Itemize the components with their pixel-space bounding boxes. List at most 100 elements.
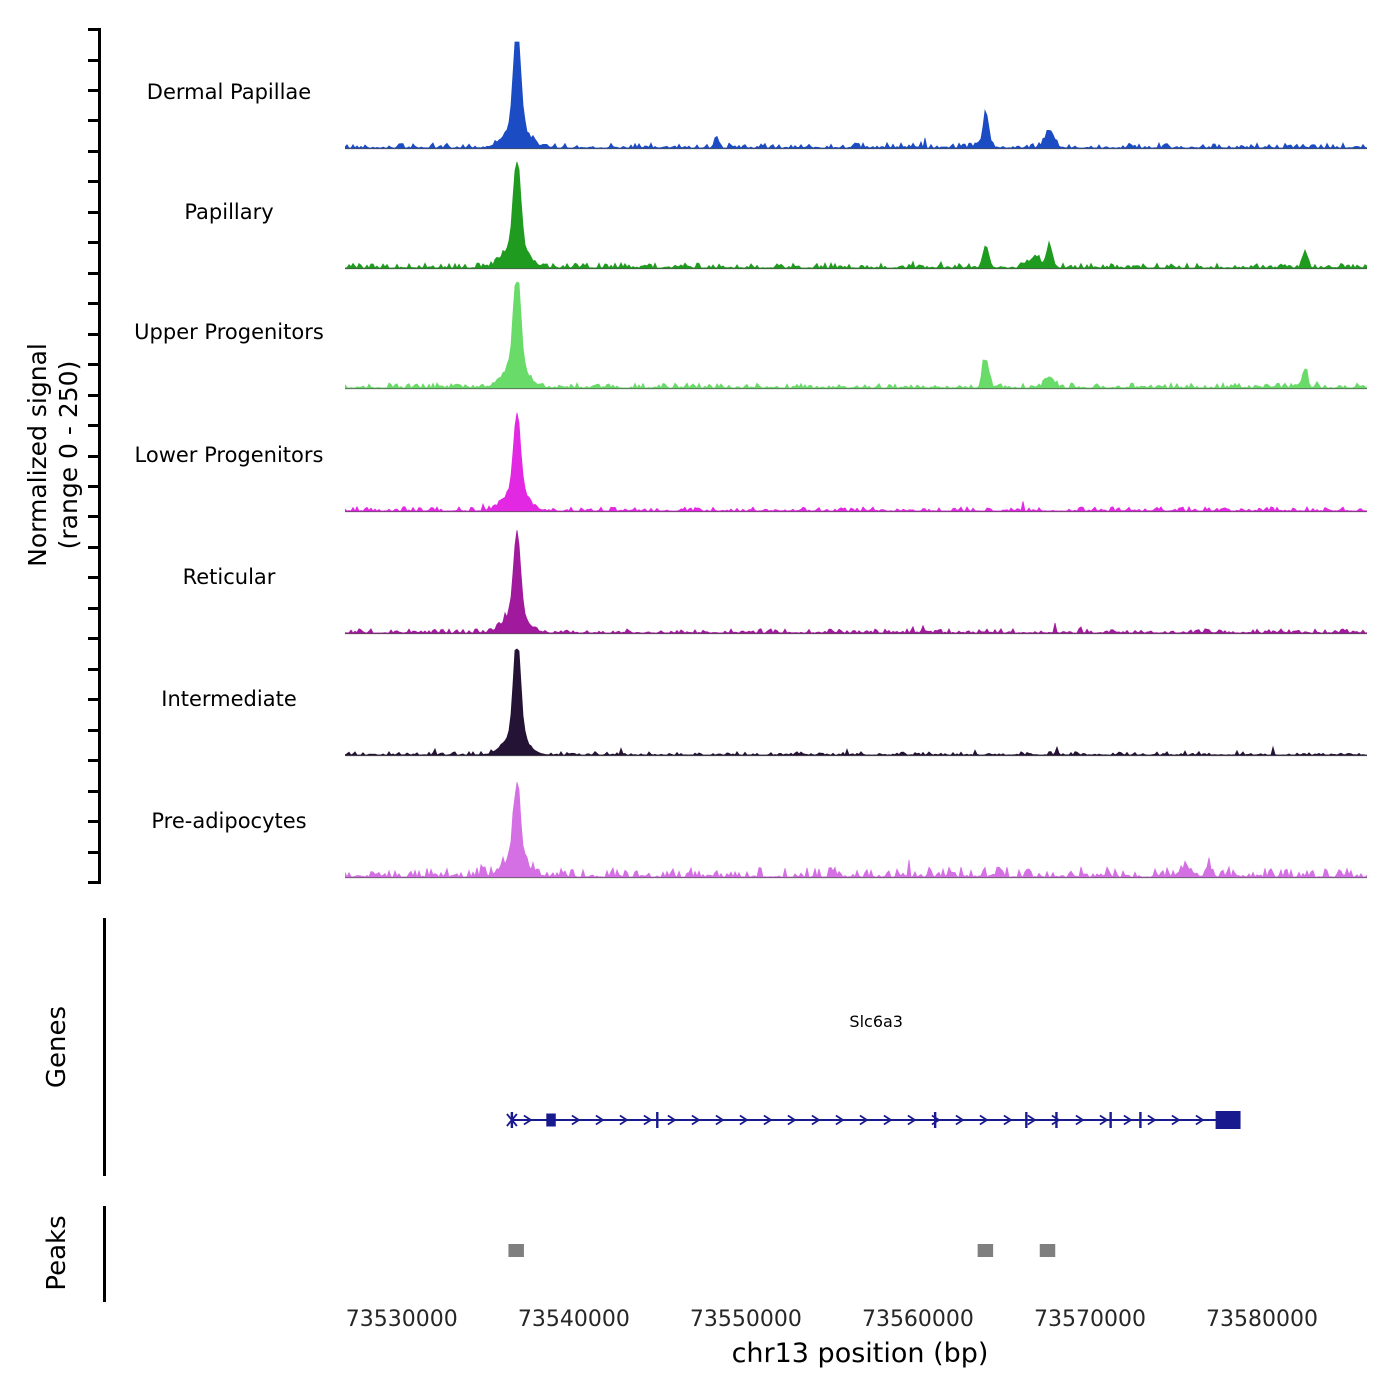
- y-axis-tick: [88, 545, 98, 549]
- track-label-intermediate: Intermediate: [161, 687, 297, 711]
- y-axis-tick: [88, 393, 98, 397]
- track-label-dermal-papillae: Dermal Papillae: [146, 80, 312, 104]
- y-axis-tick: [88, 637, 98, 641]
- called-peak: [977, 1244, 994, 1257]
- track-label-reticular: Reticular: [182, 565, 276, 589]
- signal-area: [345, 782, 1367, 879]
- peaks-axis-line: [103, 1206, 106, 1302]
- track-label-pre-adipocytes: Pre-adipocytes: [151, 809, 307, 833]
- y-axis-tick: [88, 424, 98, 427]
- y-axis-tick: [88, 119, 98, 123]
- signal-area: [345, 648, 1367, 756]
- y-axis-tick: [88, 454, 98, 458]
- y-axis-tick: [88, 271, 98, 275]
- x-tick-label: 73570000: [1033, 1307, 1146, 1332]
- genes-axis-line: [103, 918, 106, 1176]
- track-label-papillary: Papillary: [184, 200, 274, 224]
- strand-arrow-icon: [1075, 1114, 1085, 1126]
- strand-arrow-icon: [595, 1114, 605, 1126]
- y-axis-tick: [88, 515, 98, 519]
- strand-arrow-icon: [1123, 1114, 1133, 1126]
- signal-area: [345, 530, 1367, 634]
- y-axis-tick: [88, 759, 98, 763]
- strand-arrow-icon: [907, 1114, 917, 1126]
- strand-arrow-icon: [691, 1114, 701, 1126]
- strand-arrow-icon: [859, 1114, 869, 1126]
- x-tick-label: 73560000: [861, 1307, 974, 1332]
- y-axis-tick: [88, 58, 98, 62]
- called-peaks-track: [508, 1244, 1056, 1257]
- track-label-upper-progenitors: Upper Progenitors: [134, 320, 324, 344]
- y-axis-tick: [88, 302, 98, 306]
- exon-box: [546, 1113, 556, 1127]
- y-axis-tick: [88, 241, 98, 245]
- strand-arrow-icon: [667, 1114, 677, 1126]
- track-label-lower-progenitors: Lower Progenitors: [134, 443, 324, 467]
- called-peak: [1039, 1244, 1056, 1257]
- strand-arrow-icon: [1147, 1114, 1157, 1126]
- signal-track-reticular: [345, 530, 1367, 635]
- x-tick-label: 73530000: [345, 1307, 458, 1332]
- y-axis-tick: [88, 332, 98, 336]
- strand-arrow-icon: [835, 1114, 845, 1126]
- signal-axis: [88, 28, 101, 884]
- y-axis-tick: [88, 28, 98, 31]
- genes-axis-title: Genes: [42, 1005, 72, 1089]
- y-axis-tick: [88, 850, 98, 854]
- peaks-axis-title: Peaks: [42, 1215, 72, 1291]
- y-axis-tick: [88, 576, 98, 580]
- gene-name-label: Slc6a3: [849, 1012, 903, 1031]
- strand-arrow-icon: [1027, 1114, 1037, 1126]
- strand-arrow-icon: [739, 1114, 749, 1126]
- y-axis-tick: [88, 210, 98, 214]
- signal-track-upper-progenitors: [345, 281, 1367, 390]
- strand-arrow-icon: [1003, 1114, 1013, 1126]
- y-axis-tick: [88, 606, 98, 610]
- strand-arrow-icon: [1195, 1114, 1205, 1126]
- strand-arrow-icon: [571, 1114, 581, 1126]
- signal-track-dermal-papillae: [345, 41, 1367, 150]
- y-axis-tick: [88, 820, 98, 824]
- gene-model: [506, 1111, 1241, 1129]
- x-tick-label: 73550000: [689, 1307, 802, 1332]
- strand-arrow-icon: [1099, 1114, 1109, 1126]
- signal-track-papillary: [345, 161, 1367, 270]
- signal-area: [345, 281, 1367, 390]
- signal-area: [345, 412, 1367, 512]
- y-axis-tick: [88, 88, 98, 92]
- y-axis-tick: [88, 485, 98, 488]
- y-axis-tick: [88, 180, 98, 184]
- y-axis-tick: [88, 881, 98, 884]
- strand-arrow-icon: [1171, 1114, 1181, 1126]
- signal-track-intermediate: [345, 648, 1367, 757]
- strand-arrow-icon: [715, 1114, 725, 1126]
- signal-track-lower-progenitors: [345, 412, 1367, 513]
- y-axis-tick: [88, 789, 98, 793]
- y-axis-tick: [88, 728, 98, 732]
- x-axis-title: chr13 position (bp): [731, 1338, 989, 1369]
- strand-arrow-icon: [763, 1114, 773, 1126]
- strand-arrow-icon: [979, 1114, 989, 1126]
- strand-arrow-icon: [811, 1114, 821, 1126]
- strand-arrow-icon: [883, 1114, 893, 1126]
- y-axis-title-line1: Normalized signal: [22, 343, 52, 567]
- y-axis-title: Normalized signal (range 0 - 250): [22, 343, 85, 567]
- strand-arrow-icon: [619, 1114, 629, 1126]
- y-axis-tick: [88, 667, 98, 671]
- strand-arrow-icon: [643, 1114, 653, 1126]
- strand-arrow-icon: [787, 1114, 797, 1126]
- terminal-exon-box: [1215, 1111, 1241, 1129]
- x-tick-label: 73580000: [1206, 1307, 1319, 1332]
- signal-area: [345, 41, 1367, 150]
- y-axis-title-line2: (range 0 - 250): [54, 360, 83, 550]
- strand-arrow-icon: [955, 1114, 965, 1126]
- signal-area: [345, 161, 1367, 269]
- strand-arrow-icon: [523, 1114, 533, 1126]
- y-axis-tick: [88, 363, 98, 367]
- signal-track-pre-adipocytes: [345, 782, 1367, 879]
- called-peak: [508, 1244, 524, 1257]
- x-tick-label: 73540000: [517, 1307, 630, 1332]
- strand-arrow-icon: [1051, 1114, 1061, 1126]
- y-axis-tick: [88, 698, 98, 702]
